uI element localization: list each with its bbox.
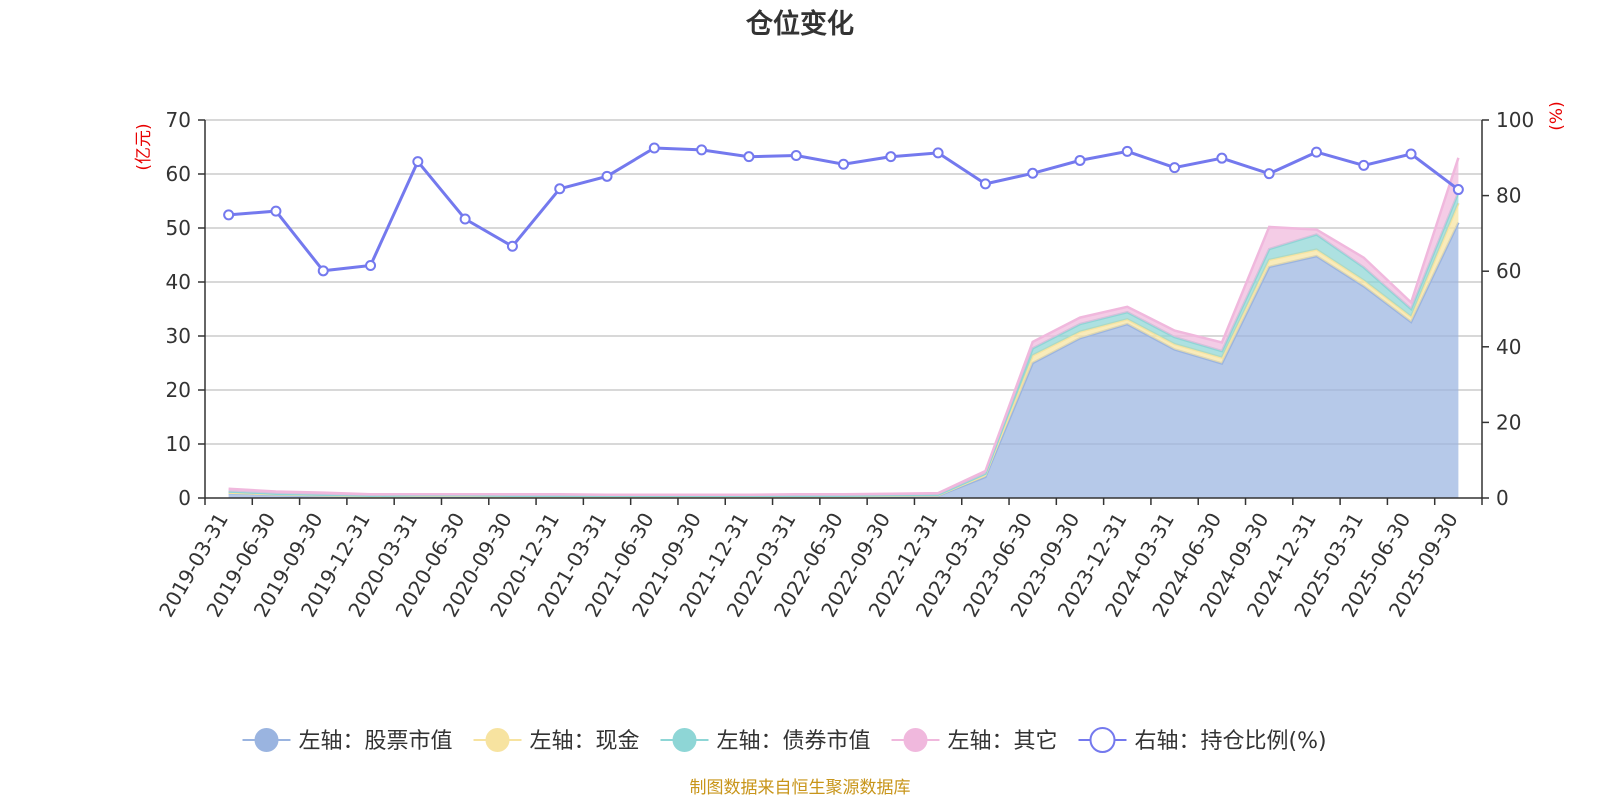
- ratio-point: [696, 144, 708, 156]
- ratio-point: [270, 205, 282, 217]
- right-axis-tick-label: 100: [1496, 108, 1534, 132]
- left-axis-tick-label: 60: [166, 162, 191, 186]
- ratio-point: [1405, 148, 1417, 160]
- legend: 左轴：股票市值 左轴：现金 左轴：债券市值 左轴：其它 右轴：持仓比例(%): [242, 727, 1327, 754]
- right-axis-tick-label: 80: [1496, 184, 1521, 208]
- ratio-point: [838, 158, 849, 170]
- ratio-point: [1263, 168, 1275, 180]
- legend-item: 左轴：股票市值: [242, 728, 453, 754]
- legend-marker: [254, 728, 279, 752]
- legend-label: 左轴：现金: [530, 729, 640, 754]
- ratio-point: [932, 147, 944, 159]
- ratio-point: [1216, 152, 1228, 164]
- source-note: 制图数据来自恒生聚源数据库: [690, 778, 911, 798]
- right-axis-tick-label: 0: [1496, 486, 1509, 510]
- ratio-point: [979, 178, 991, 190]
- left-axis-tick-label: 0: [178, 486, 191, 510]
- ratio-point: [1074, 154, 1086, 166]
- left-axis-tick-label: 70: [166, 108, 191, 132]
- ratio-point: [365, 260, 377, 272]
- ratio-line-layer: [223, 142, 1464, 277]
- legend-item: 左轴：债券市值: [660, 728, 871, 754]
- ratio-point: [223, 209, 235, 221]
- left-axis-tick-label: 40: [166, 270, 191, 294]
- legend-marker: [485, 728, 510, 752]
- legend-label: 左轴：股票市值: [299, 729, 453, 754]
- right-axis-tick-label: 20: [1496, 410, 1521, 434]
- area-series: [228, 222, 1459, 498]
- stacked-areas: [228, 157, 1460, 499]
- ratio-point: [1358, 159, 1370, 171]
- ratio-point: [1452, 184, 1464, 196]
- legend-marker: [1089, 727, 1116, 753]
- right-axis-tick-label: 40: [1496, 335, 1521, 359]
- ratio-point: [648, 142, 660, 154]
- ratio-point: [790, 150, 802, 162]
- area-series-edge: [228, 157, 1460, 497]
- legend-item: 左轴：其它: [891, 728, 1058, 754]
- ratio-point: [459, 213, 471, 225]
- right-axis-tick-label: 60: [1496, 259, 1521, 283]
- chart-title: 仓位变化: [745, 8, 854, 40]
- ratio-point: [506, 240, 518, 252]
- ratio-point: [554, 183, 566, 195]
- left-axis-tick-label: 50: [166, 216, 191, 240]
- legend-marker: [672, 728, 697, 752]
- legend-item: 左轴：现金: [473, 728, 640, 754]
- ratio-point: [601, 170, 613, 182]
- left-axis-tick-label: 20: [166, 378, 191, 402]
- legend-marker: [903, 728, 928, 752]
- left-axis-unit: (亿元): [134, 123, 154, 170]
- legend-label: 右轴：持仓比例(%): [1135, 729, 1327, 754]
- ratio-point: [412, 156, 424, 168]
- legend-label: 左轴：债券市值: [717, 729, 871, 754]
- gridlines: [205, 119, 1482, 445]
- ratio-point: [317, 265, 329, 277]
- left-axis-tick-label: 30: [166, 324, 191, 348]
- ratio-point: [1121, 145, 1133, 157]
- ratio-point: [885, 151, 897, 163]
- ratio-point: [1169, 162, 1181, 174]
- legend-label: 左轴：其它: [948, 729, 1058, 754]
- right-axis-unit: (%): [1547, 101, 1567, 130]
- ratio-point: [1310, 146, 1322, 158]
- ratio-point: [743, 151, 755, 163]
- left-axis-tick-label: 10: [166, 432, 191, 456]
- ratio-point: [1027, 167, 1039, 179]
- legend-item: 右轴：持仓比例(%): [1078, 727, 1327, 754]
